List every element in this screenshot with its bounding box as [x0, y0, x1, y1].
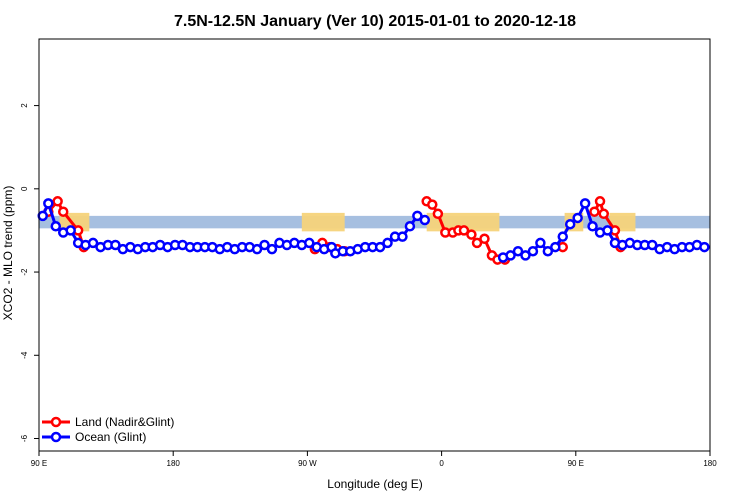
- data-point: [65, 225, 76, 236]
- data-point: [57, 206, 69, 217]
- plot-frame: [38, 38, 711, 452]
- legend-marker: [50, 431, 62, 443]
- data-point: [266, 243, 278, 255]
- data-point: [512, 245, 524, 257]
- data-point: [458, 225, 470, 236]
- data-point: [37, 210, 48, 222]
- x-tick-label: 90 W: [298, 459, 317, 468]
- data-point: [542, 245, 554, 257]
- data-point: [251, 243, 263, 255]
- data-point: [419, 214, 431, 226]
- y-tick-label: -4: [20, 351, 29, 359]
- x-tick-label: 0: [439, 459, 444, 468]
- plot-area: [37, 196, 710, 265]
- data-point: [304, 237, 315, 249]
- reference-band: [39, 215, 710, 229]
- data-point: [52, 196, 63, 207]
- x-tick-label: 90 E: [568, 459, 584, 468]
- data-point: [479, 233, 490, 245]
- data-point: [594, 196, 606, 207]
- legend: Land (Nadir&Glint)Ocean (Glint): [42, 415, 174, 444]
- data-point: [589, 206, 600, 217]
- land-region: [301, 212, 345, 232]
- data-point: [699, 241, 710, 253]
- data-point: [527, 245, 539, 257]
- data-point: [579, 198, 591, 209]
- data-point: [259, 239, 270, 251]
- x-tick-label: 90 E: [31, 459, 47, 468]
- data-point: [587, 221, 598, 232]
- data-point: [466, 229, 477, 240]
- data-point: [43, 198, 54, 209]
- data-point: [505, 250, 516, 261]
- legend-marker: [50, 416, 62, 428]
- data-point: [404, 221, 416, 232]
- data-point: [646, 239, 658, 251]
- data-point: [87, 237, 99, 249]
- axis-ticks: 90 E 180 90 W 0 90 E 180 2 0 -2 -4 -6: [20, 103, 717, 468]
- data-point: [382, 237, 393, 249]
- data-point: [564, 218, 576, 230]
- y-tick-label: 2: [20, 103, 29, 108]
- data-point: [572, 212, 583, 224]
- x-tick-label: 180: [703, 459, 717, 468]
- data-point: [110, 239, 121, 251]
- data-point: [427, 199, 438, 210]
- data-point: [50, 221, 62, 232]
- land-region: [426, 212, 500, 232]
- x-tick-label: 180: [167, 459, 181, 468]
- data-point: [412, 210, 423, 222]
- y-axis-label: XCO2 - MLO trend (ppm): [1, 186, 15, 321]
- data-point: [557, 231, 569, 242]
- y-tick-label: -2: [20, 268, 29, 276]
- data-point: [374, 241, 386, 253]
- chart-title: 7.5N-12.5N January (Ver 10) 2015-01-01 t…: [174, 13, 576, 30]
- series-ocean: [37, 198, 710, 263]
- data-point: [397, 231, 408, 242]
- data-point: [471, 237, 483, 249]
- data-point: [535, 237, 546, 249]
- y-tick-label: 0: [20, 186, 29, 191]
- legend-label: Land (Nadir&Glint): [75, 415, 174, 429]
- y-tick-label: -6: [20, 434, 29, 442]
- x-axis-label: Longitude (deg E): [327, 477, 422, 491]
- data-point: [602, 225, 613, 236]
- data-point: [598, 208, 610, 220]
- data-point: [550, 241, 561, 253]
- data-point: [432, 208, 444, 220]
- legend-label: Ocean (Glint): [75, 430, 146, 444]
- data-point: [520, 250, 531, 261]
